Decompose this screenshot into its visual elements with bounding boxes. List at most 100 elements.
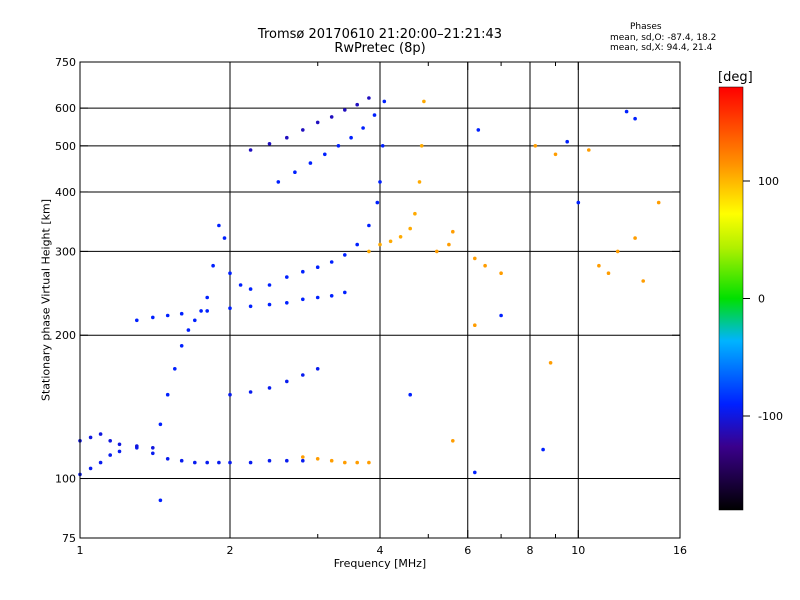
trace — [158, 99, 387, 427]
data-point — [98, 460, 103, 465]
trace — [248, 96, 371, 152]
data-point — [323, 152, 327, 157]
data-point — [419, 144, 424, 148]
data-point — [248, 460, 253, 465]
data-point — [301, 373, 305, 377]
data-point — [367, 96, 371, 100]
data-point — [179, 458, 184, 463]
data-point — [158, 422, 163, 427]
data-point — [108, 453, 112, 457]
data-point — [329, 458, 334, 463]
data-point — [533, 144, 538, 148]
data-point — [408, 226, 413, 231]
data-point — [343, 290, 347, 295]
y-tick-label: 75 — [62, 532, 76, 545]
data-point — [88, 435, 93, 440]
data-point — [267, 142, 272, 146]
data-point — [173, 367, 177, 371]
data-point — [88, 466, 93, 471]
data-point — [375, 200, 380, 205]
data-point — [615, 249, 620, 254]
data-point — [329, 260, 334, 264]
data-point — [367, 223, 371, 228]
data-point — [205, 295, 209, 300]
data-point — [285, 135, 289, 140]
data-point — [248, 287, 253, 291]
x-tick-label: 6 — [464, 544, 471, 557]
data-point — [315, 367, 320, 371]
data-point — [315, 120, 320, 125]
data-point — [372, 113, 377, 117]
data-point — [343, 108, 347, 112]
trace — [276, 113, 377, 184]
data-point — [228, 460, 232, 465]
data-point — [417, 180, 422, 184]
trace — [367, 99, 426, 254]
data-point — [408, 392, 413, 397]
data-point — [435, 249, 439, 254]
data-point — [165, 457, 170, 461]
trace — [228, 367, 320, 397]
stats-x-mode: mean, sd,X: 94.4, 21.4 — [610, 43, 713, 53]
data-point — [483, 263, 487, 268]
y-tick-label: 750 — [55, 56, 76, 69]
data-point — [293, 170, 297, 174]
data-point — [597, 263, 601, 268]
data-point — [285, 301, 289, 305]
data-point — [186, 328, 191, 332]
data-point — [624, 109, 629, 114]
data-point — [329, 115, 334, 119]
data-point — [193, 460, 197, 465]
data-points — [78, 96, 661, 503]
data-point — [98, 432, 103, 436]
data-point — [222, 236, 227, 240]
trace — [78, 446, 305, 477]
y-tick-label: 100 — [55, 473, 76, 486]
x-tick-label: 1 — [77, 544, 84, 557]
data-point — [151, 451, 155, 456]
data-point — [451, 229, 455, 234]
data-point — [541, 447, 545, 452]
data-point — [378, 180, 382, 184]
data-point — [285, 379, 289, 384]
data-point — [301, 297, 305, 302]
data-point — [217, 460, 221, 465]
data-point — [228, 306, 232, 311]
data-point — [158, 498, 163, 503]
data-point — [473, 256, 477, 261]
x-tick-label: 10 — [571, 544, 585, 557]
data-point — [179, 311, 184, 316]
data-point — [367, 249, 371, 254]
colorbar — [718, 86, 744, 511]
colorbar-ticks: 100 0 -100 — [743, 175, 783, 423]
data-point — [135, 318, 139, 323]
x-axis-label: Frequency [MHz] — [333, 557, 427, 570]
data-point — [179, 344, 184, 348]
data-point — [473, 323, 477, 328]
data-point — [378, 242, 382, 247]
data-point — [367, 460, 371, 465]
data-point — [135, 444, 139, 448]
trace — [78, 432, 155, 450]
data-point — [476, 128, 481, 132]
data-point — [301, 128, 305, 132]
data-point — [285, 458, 289, 463]
colorbar-tick-label: 0 — [758, 293, 765, 306]
data-point — [151, 315, 155, 320]
data-point — [380, 144, 385, 148]
data-point — [165, 392, 170, 397]
data-point — [315, 265, 320, 270]
data-point — [382, 99, 387, 104]
chart-title: Tromsø 20170610 21:20:00–21:21:43 — [257, 27, 503, 42]
trace — [158, 109, 637, 503]
data-point — [301, 458, 305, 463]
colorbar-tick-label: -100 — [758, 410, 783, 423]
data-point — [267, 302, 272, 307]
data-point — [553, 152, 558, 157]
x-tick-label: 4 — [377, 544, 384, 557]
data-point — [587, 148, 591, 152]
x-tick-label: 8 — [527, 544, 534, 557]
data-point — [343, 460, 347, 465]
y-tick-label: 500 — [55, 140, 76, 153]
